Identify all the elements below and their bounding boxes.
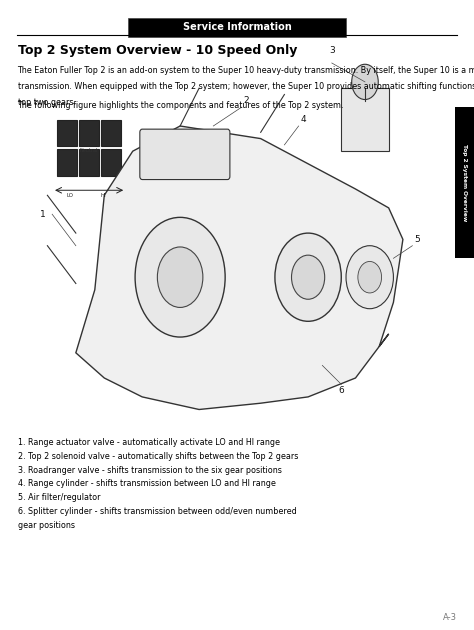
FancyBboxPatch shape <box>140 129 230 180</box>
Circle shape <box>358 261 382 293</box>
Text: 1: 1 <box>40 210 46 219</box>
Circle shape <box>346 246 393 309</box>
Bar <box>101 149 121 176</box>
Bar <box>101 120 121 146</box>
Text: LO: LO <box>67 193 73 198</box>
Bar <box>455 107 474 258</box>
Bar <box>341 88 389 151</box>
Text: 4: 4 <box>301 115 306 124</box>
Text: 5. Air filter/regulator: 5. Air filter/regulator <box>18 493 100 502</box>
Text: 3: 3 <box>329 46 335 55</box>
Text: 3. Roadranger valve - shifts transmission to the six gear positions: 3. Roadranger valve - shifts transmissio… <box>18 466 282 474</box>
Circle shape <box>157 247 203 307</box>
Bar <box>79 120 99 146</box>
Polygon shape <box>76 126 403 410</box>
Text: 2. Top 2 solenoid valve - automatically shifts between the Top 2 gears: 2. Top 2 solenoid valve - automatically … <box>18 452 298 461</box>
Bar <box>79 149 99 176</box>
Text: gear positions: gear positions <box>18 521 74 530</box>
Text: A-3: A-3 <box>443 614 457 622</box>
Text: 6. Splitter cylinder - shifts transmission between odd/even numbered: 6. Splitter cylinder - shifts transmissi… <box>18 507 296 516</box>
Circle shape <box>275 233 341 321</box>
Bar <box>57 120 77 146</box>
Circle shape <box>292 255 325 299</box>
Circle shape <box>352 64 378 100</box>
Text: HI: HI <box>100 193 106 198</box>
Text: top two gears.: top two gears. <box>18 98 75 106</box>
Text: Service Information: Service Information <box>182 22 292 32</box>
Text: 6: 6 <box>338 386 344 395</box>
Text: transmission. When equipped with the Top 2 system; however, the Super 10 provide: transmission. When equipped with the Top… <box>18 82 474 91</box>
Text: 2: 2 <box>244 96 249 105</box>
Bar <box>57 149 77 176</box>
Text: The Eaton Fuller Top 2 is an add-on system to the Super 10 heavy-duty transmissi: The Eaton Fuller Top 2 is an add-on syst… <box>18 66 474 75</box>
Text: Top 2 System Overview: Top 2 System Overview <box>462 144 467 221</box>
Text: 4. Range cylinder - shifts transmission between LO and HI range: 4. Range cylinder - shifts transmission … <box>18 479 275 488</box>
Text: Top 2 System Overview - 10 Speed Only: Top 2 System Overview - 10 Speed Only <box>18 44 297 57</box>
Circle shape <box>135 217 225 337</box>
Text: Neutral: Neutral <box>80 149 98 153</box>
Bar <box>128 18 346 37</box>
Text: 5: 5 <box>414 235 420 244</box>
Text: The following figure highlights the components and features of the Top 2 system.: The following figure highlights the comp… <box>18 101 344 110</box>
Text: 1. Range actuator valve - automatically activate LO and HI range: 1. Range actuator valve - automatically … <box>18 438 280 447</box>
